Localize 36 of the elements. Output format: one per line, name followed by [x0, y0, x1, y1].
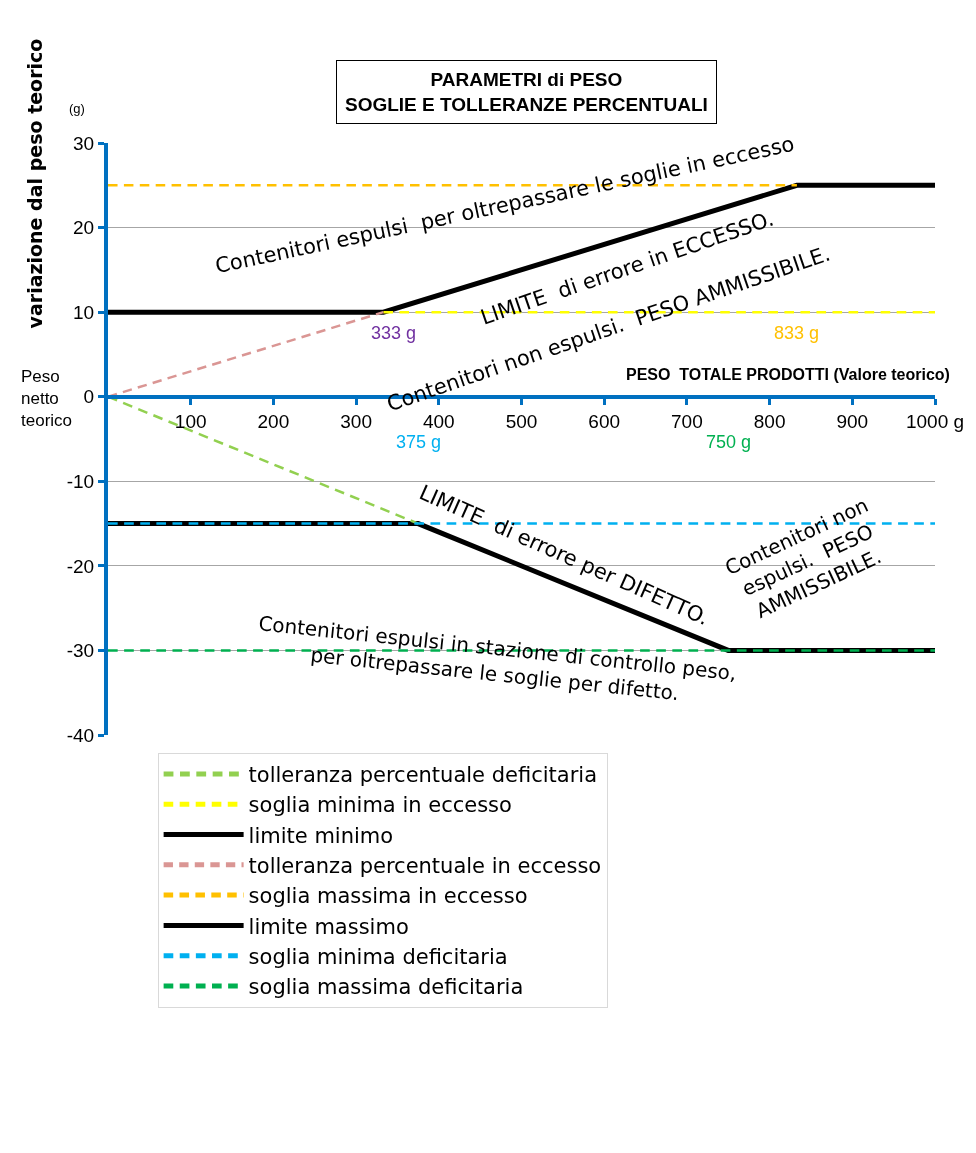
- y-tick-label: 10: [73, 301, 95, 323]
- x-tick-label: 600: [588, 410, 621, 432]
- y-tick-label: 0: [83, 386, 95, 408]
- y-tick-label: -30: [66, 640, 95, 662]
- y-tick-label: -10: [66, 470, 95, 492]
- y-axis-title: variazione dal peso teorico: [24, 38, 47, 329]
- x-tick-label: 700: [671, 410, 703, 432]
- annotation: 750 g: [706, 432, 752, 452]
- chart-subtitle: SOGLIE E TOLLERANZE PERCENTUALI: [345, 93, 708, 115]
- y-tick-label: -40: [66, 724, 95, 746]
- legend-label: soglia massima in eccesso: [248, 884, 528, 909]
- text: Peso netto teorico: [21, 367, 73, 431]
- text: (g): [69, 101, 85, 116]
- x-axis-title: PESO TOTALE PRODOTTI (Valore teorico): [626, 366, 950, 383]
- legend-label: limite minimo: [248, 823, 394, 848]
- legend-label: limite massimo: [248, 914, 409, 939]
- legend-label: soglia minima deficitaria: [248, 944, 508, 969]
- x-tick-label: 500: [505, 410, 538, 432]
- chart-title: PARAMETRI di PESO: [430, 69, 623, 90]
- annotation: 833 g: [774, 323, 820, 343]
- legend-label: soglia massima deficitaria: [248, 975, 524, 1000]
- x-tick-label: 1000 g: [905, 410, 965, 432]
- y-tick-label: 20: [73, 217, 95, 239]
- x-tick-label: 400: [422, 410, 455, 432]
- y-tick-label: -20: [66, 555, 95, 577]
- annotation: 375 g: [396, 432, 442, 452]
- x-tick-label: 300: [340, 410, 372, 432]
- y-tick-label: 30: [73, 132, 95, 154]
- legend-label: soglia minima in eccesso: [248, 793, 512, 818]
- x-tick-label: 100: [174, 410, 207, 432]
- x-tick-label: 200: [257, 410, 290, 432]
- legend-label: tolleranza percentuale deficitaria: [248, 763, 598, 788]
- legend-label: tolleranza percentuale in eccesso: [248, 854, 602, 878]
- x-tick-label: 800: [753, 410, 786, 432]
- annotation: 333 g: [371, 323, 417, 343]
- x-tick-label: 900: [836, 410, 869, 432]
